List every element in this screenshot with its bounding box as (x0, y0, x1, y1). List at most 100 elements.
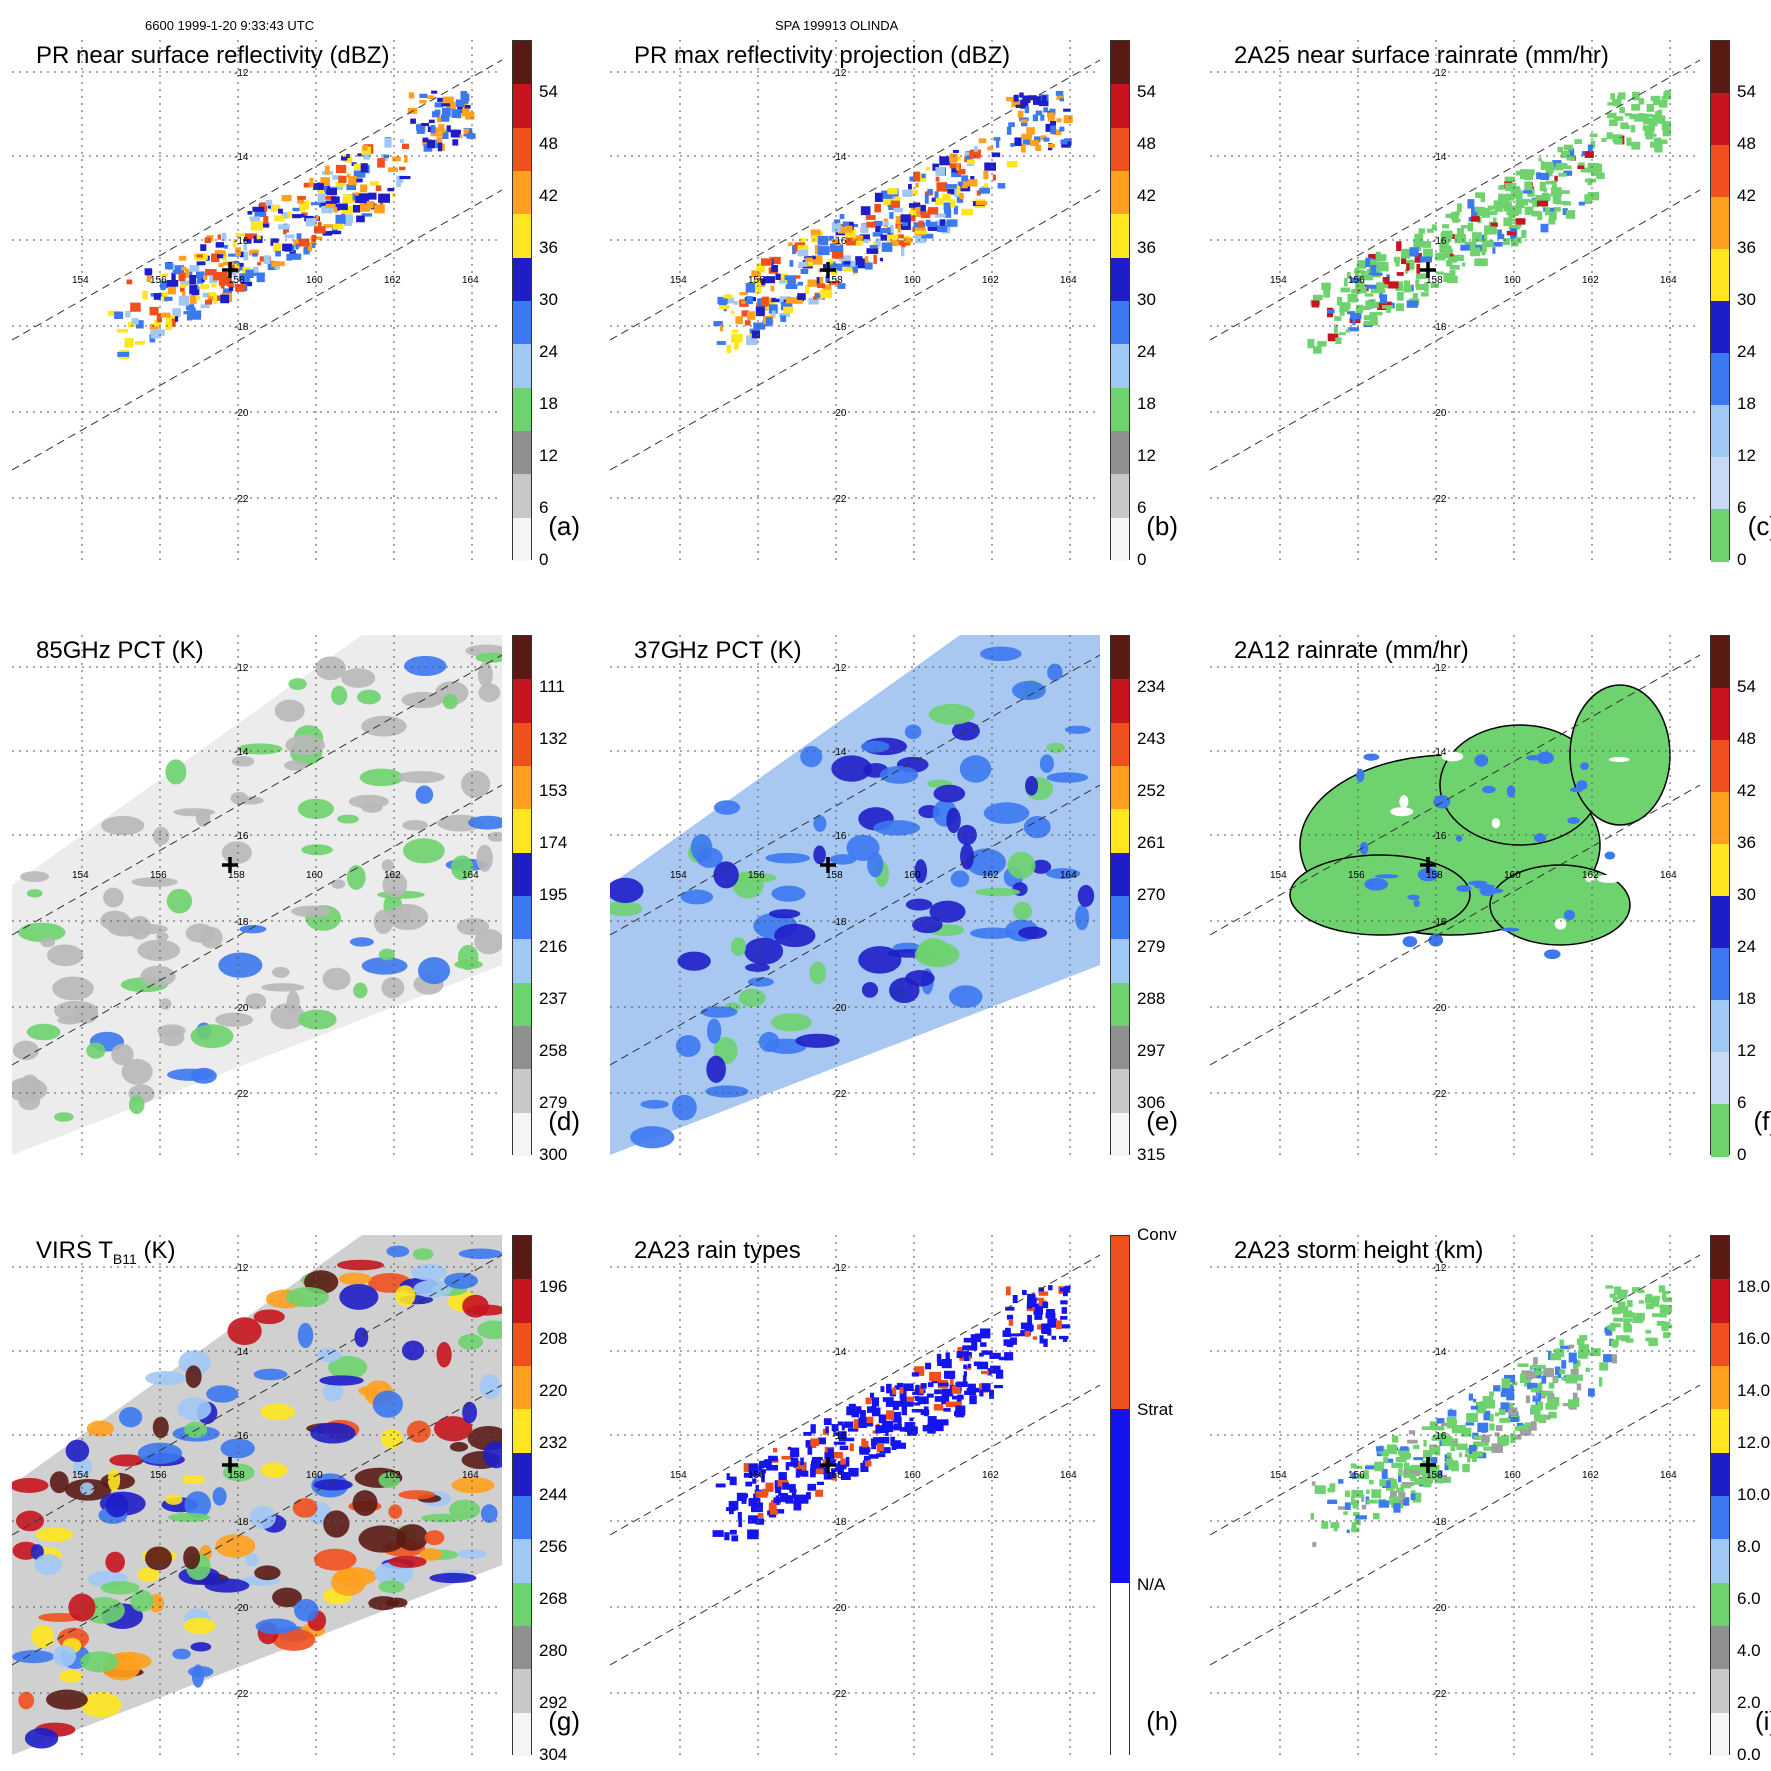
colorbar-tick-label: 6 (1737, 498, 1747, 517)
lon-label: 160 (1504, 275, 1521, 286)
lat-label: -12 (234, 663, 249, 674)
colorbar-tick-label: 12.0 (1737, 1433, 1771, 1452)
panel-d: -12 -14 -16 -18 -20 -22 154 156 158 160 162 164 85GH… (12, 635, 602, 1164)
lat-label: -14 (832, 1347, 847, 1358)
colorbar-segment (1711, 1322, 1729, 1367)
colorbar-segment (1111, 84, 1129, 129)
swath-edge-0 (12, 1254, 502, 1536)
colorbar-tick-label: 258 (539, 1041, 568, 1060)
lon-label: 162 (982, 275, 999, 286)
lon-label: 154 (670, 1470, 687, 1481)
colorbar-segment (513, 344, 531, 389)
lat-label: -20 (1432, 1603, 1447, 1614)
colorbar-tick-label: 220 (539, 1381, 568, 1400)
map-canvas-h: -12 -14 -16 -18 -20 -22 154 156 158 160 162 164 (610, 1235, 1100, 1755)
colorbar-segment (513, 1366, 531, 1410)
swath-edge-0 (12, 59, 502, 341)
colorbar-tick-label: 42 (539, 186, 558, 205)
lon-label: 154 (1270, 1470, 1287, 1481)
lon-label: 154 (1270, 870, 1287, 881)
colorbar (512, 1235, 532, 1757)
colorbar-segment (513, 301, 531, 345)
colorbar-segment (513, 41, 531, 85)
swath-edge-0 (610, 1254, 1100, 1536)
lon-label: 164 (1060, 1470, 1077, 1481)
storm-center-marker (222, 1457, 238, 1473)
colorbar-segment (1111, 1409, 1129, 1584)
lat-label: -20 (1432, 408, 1447, 419)
lat-label: -16 (832, 236, 847, 247)
colorbar-tick-label: 12 (1137, 446, 1156, 465)
colorbar-segment (513, 939, 531, 984)
colorbar-segment (1711, 353, 1729, 406)
colorbar-tick-label: 268 (539, 1589, 568, 1608)
lon-label: 156 (1348, 1470, 1365, 1481)
panel-g: -12 -14 -16 -18 -20 -22 154 156 158 160 162 164 VIRS… (12, 1235, 602, 1764)
lat-label: -20 (1432, 1003, 1447, 1014)
swath-edge-0 (1210, 1254, 1700, 1536)
colorbar-segment (513, 1279, 531, 1324)
lon-label: 164 (1060, 275, 1077, 286)
colorbar-segment (513, 214, 531, 259)
colorbar-tick-label: 315 (1137, 1145, 1166, 1164)
lon-label: 158 (1426, 1470, 1443, 1481)
swath-edge-1 (12, 1384, 502, 1666)
map-canvas-a: -12 -14 -16 -18 -20 -22 154 156 158 160 162 164 (12, 40, 502, 560)
colorbar-segment (513, 474, 531, 519)
swath-background (12, 635, 502, 1155)
colorbar-tick-label: 306 (1137, 1093, 1166, 1112)
colorbar-tick-label: 279 (1137, 937, 1166, 956)
colorbar-segment (1711, 1539, 1729, 1584)
colorbar-segment (1111, 257, 1129, 302)
colorbar-segment (1711, 1236, 1729, 1280)
colorbar-tick-label: 12 (539, 446, 558, 465)
lon-label: 154 (670, 870, 687, 881)
lon-label: 156 (1348, 870, 1365, 881)
lat-label: -12 (234, 1263, 249, 1274)
storm-center-marker (222, 857, 238, 873)
panel-label: (i) (1754, 1706, 1771, 1736)
colorbar-tick-label: 6.0 (1737, 1589, 1761, 1608)
colorbar-tick-label: 10.0 (1737, 1485, 1771, 1504)
colorbar-tick-label: 48 (1737, 729, 1756, 748)
colorbar-tick-label: 0 (1737, 550, 1747, 569)
lat-label: -16 (832, 831, 847, 842)
lon-label: 162 (384, 275, 401, 286)
panel-f: -12 -14 -16 -18 -20 -22 154 156 158 160 162 164 2A12… (1210, 635, 1771, 1164)
colorbar-segment (1111, 679, 1129, 724)
lon-label: 160 (904, 870, 921, 881)
colorbar-tick-label: 48 (1137, 134, 1156, 153)
colorbar-segment (513, 766, 531, 810)
panel-title: PR near surface reflectivity (dBZ) (36, 42, 390, 69)
colorbar-tick-label: 24 (1137, 342, 1156, 361)
lat-label: -18 (234, 917, 249, 928)
colorbar-segment (1711, 792, 1729, 845)
colorbar-segment (1111, 939, 1129, 984)
lon-label: 160 (1504, 870, 1521, 881)
colorbar-segment (1711, 1669, 1729, 1714)
swath-edge-1 (12, 189, 502, 471)
colorbar-segment (1111, 474, 1129, 519)
map-f: -12 -14 -16 -18 -20 -22 154 156 158 160 162 164 (1210, 635, 1700, 1155)
colorbar-segment (513, 722, 531, 767)
colorbar-segment (1111, 387, 1129, 432)
swath-edge-0 (610, 654, 1100, 936)
colorbar-segment (1111, 1069, 1129, 1114)
colorbar-segment (1111, 431, 1129, 475)
colorbar (1710, 1235, 1730, 1757)
colorbar-segment (513, 1539, 531, 1584)
lat-label: -16 (1432, 1431, 1447, 1442)
colorbar-segment (513, 896, 531, 940)
lon-label: 154 (72, 275, 89, 286)
lat-label: -12 (832, 1263, 847, 1274)
swath-edge-1 (1210, 784, 1700, 1066)
panel-label: (g) (548, 1706, 580, 1736)
colorbar-segment (1111, 636, 1129, 680)
colorbar-tick-label: 261 (1137, 833, 1166, 852)
colorbar-segment (513, 517, 531, 562)
colorbar-segment (1711, 509, 1729, 562)
colorbar-segment (513, 636, 531, 680)
panel-b: -12 -14 -16 -18 -20 -22 154 156 158 160 162 164 PR m… (610, 40, 1200, 569)
colorbar-ticks: 54 48 42 36 30 24 18 12 6 0 (1737, 40, 1771, 569)
map-h: -12 -14 -16 -18 -20 -22 154 156 158 160 162 164 (610, 1235, 1100, 1755)
